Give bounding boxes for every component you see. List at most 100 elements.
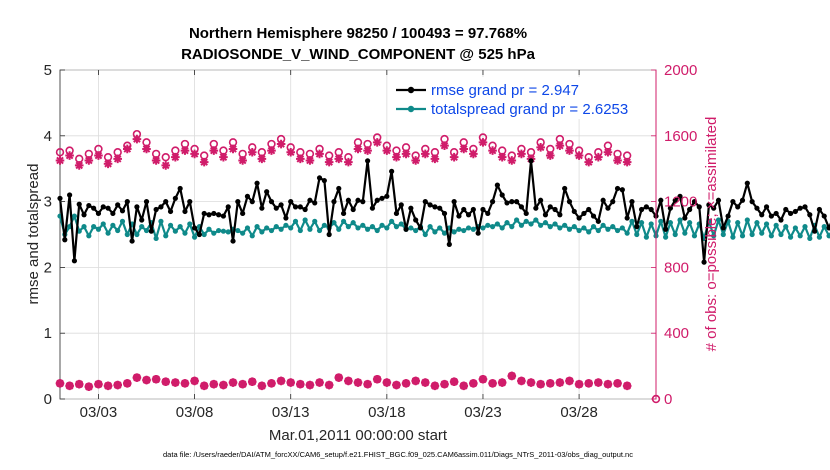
spread-point [177,224,183,230]
rmse-point [643,204,649,210]
obs-assimilated-marker [65,381,74,391]
spread-point [783,224,789,230]
y-tick-label: 3 [44,194,52,211]
spread-point [331,220,337,226]
rmse-point [509,199,515,205]
spread-point [345,224,351,230]
obs-assimilated-marker [555,141,565,150]
spread-point [182,230,188,236]
rmse-point [687,206,693,213]
spread-point [187,221,193,227]
rmse-point [667,205,674,211]
rmse-point [701,259,707,265]
rmse-point [67,192,73,198]
obs-assimilated-marker [536,143,545,152]
spread-point [759,230,765,236]
rmse-point [663,226,669,232]
rmse-point [658,197,664,203]
obs-assimilated-marker [584,379,594,388]
spread-point [595,227,601,234]
spread-point [614,227,621,234]
y2-tick-label: 400 [664,325,689,342]
spread-point [336,226,342,232]
spread-point [81,224,87,230]
rmse-point [398,202,404,208]
rmse-point [759,212,765,218]
rmse-point [417,225,424,231]
spread-point [119,218,126,224]
obs-assimilated-marker [430,381,440,391]
rmse-point [538,197,544,203]
obs-assimilated-marker [296,154,305,164]
spread-point [600,222,606,228]
rmse-point [326,231,332,238]
y-tick-label: 0 [44,391,52,408]
legend-box [390,77,650,119]
rmse-point [259,205,265,211]
rmse-point [331,199,337,205]
obs-possible-marker [161,152,170,162]
spread-point [749,231,755,238]
obs-assimilated-marker [430,154,440,164]
x-tick-label: 03/13 [272,404,310,421]
spread-point [590,224,597,230]
spread-point [797,233,803,239]
series-rmse [57,158,830,265]
rmse-point [340,210,347,217]
chart-title-line-1: Northern Hemisphere 98250 / 100493 = 97.… [189,25,527,42]
spread-point [259,229,265,235]
spread-point [514,217,520,223]
rmse-point [677,193,683,199]
rmse-point [273,205,279,211]
obs-assimilated-marker [324,380,334,390]
obs-assimilated-marker [420,378,430,387]
rmse-point [81,212,87,218]
rmse-point [576,215,582,221]
obs-assimilated-marker [209,146,219,155]
rmse-point [821,213,827,219]
obs-assimilated-marker [401,149,411,159]
obs-assimilated-marker [622,157,632,167]
y-axis-label: rmse and totalspread [25,164,42,305]
obs-assimilated-marker [401,379,411,388]
rmse-point [206,212,212,218]
rmse-point [321,177,327,184]
obs-assimilated-marker [228,144,238,154]
obs-assimilated-marker [219,380,228,390]
rmse-point [763,204,770,210]
rmse-point [754,205,760,211]
obs-assimilated-marker [190,149,199,159]
obs-assimilated-marker [286,378,296,387]
spread-point [206,226,212,232]
obs-assimilated-marker [363,379,372,389]
rmse-point [735,204,741,210]
obs-assimilated-marker [574,379,584,389]
rmse-point [384,193,390,199]
rmse-point [196,231,202,238]
obs-assimilated-marker [536,379,545,389]
obs-assimilated-marker [228,378,238,387]
obs-assimilated-marker [276,376,286,386]
spread-point [302,217,308,223]
obs-assimilated-marker [151,156,161,165]
x-tick-label: 03/18 [368,404,406,421]
rmse-point [57,195,63,201]
obs-assimilated-marker [459,144,469,154]
obs-assimilated-marker [594,378,603,387]
rmse-point [389,168,395,174]
spread-point [143,227,150,234]
spread-point [735,220,741,226]
rmse-point [485,210,491,217]
spread-point [379,222,385,228]
rmse-point [129,238,135,244]
obs-assimilated-marker [161,161,171,170]
obs-assimilated-marker [324,157,334,167]
rmse-point [393,210,400,217]
spread-point [422,231,428,238]
spread-point [278,226,284,232]
obs-assimilated-marker [411,156,420,165]
rmse-point [533,205,539,211]
spread-point [624,230,630,236]
rmse-point [360,199,366,205]
rmse-point [225,204,231,210]
